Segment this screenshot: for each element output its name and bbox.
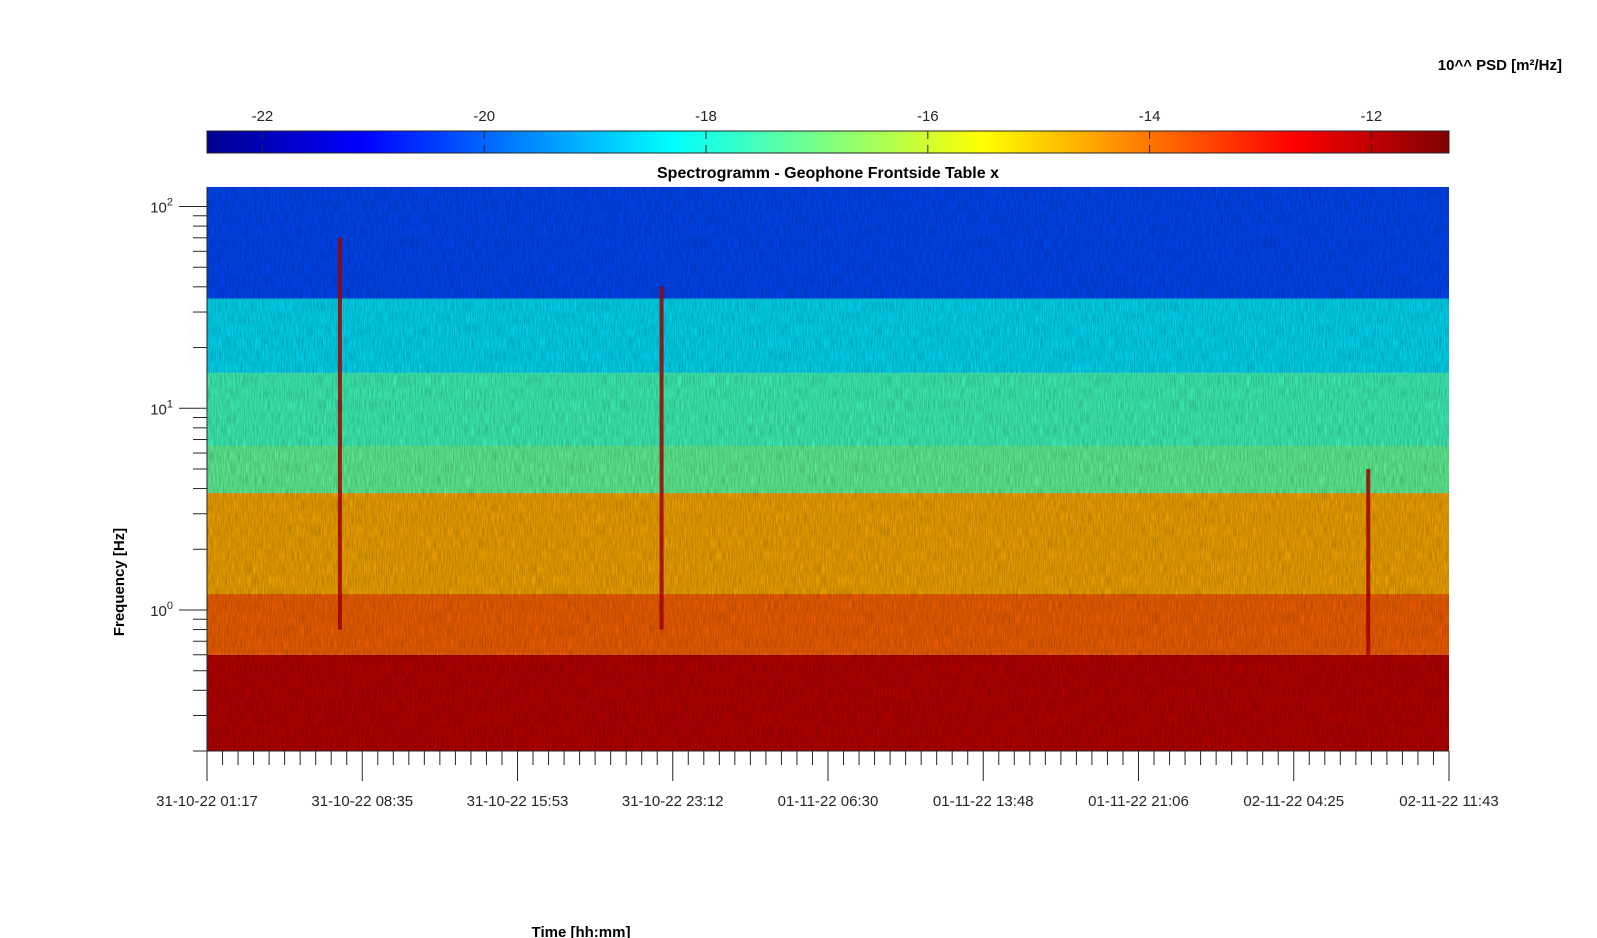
plot-area <box>207 187 1449 751</box>
colorbar-tick-label-5: -12 <box>1361 108 1383 125</box>
noise-texture <box>207 187 1449 751</box>
colorbar-tick-label-0: -22 <box>252 108 274 125</box>
colorbar-tick-label-2: -18 <box>695 108 717 125</box>
colorbar-label: 10^^ PSD [m²/Hz] <box>1438 57 1562 74</box>
x-tick-label-1: 31-10-22 08:35 <box>311 793 413 810</box>
x-tick-label-0: 31-10-22 01:17 <box>156 793 258 810</box>
colorbar-tick-label-3: -16 <box>917 108 939 125</box>
colorbar-tick-label-1: -20 <box>473 108 495 125</box>
y-axis: 100 101 102 <box>150 187 208 752</box>
x-tick-label-5: 01-11-22 13:48 <box>933 793 1034 810</box>
colorbar-gradient <box>206 130 1450 154</box>
x-tick-label-7: 02-11-22 04:25 <box>1243 793 1344 810</box>
x-tick-label-2: 31-10-22 15:53 <box>467 793 569 810</box>
y-tick-label-0: 100 <box>150 600 173 620</box>
colorbar-tick-label-4: -14 <box>1139 108 1161 125</box>
x-tick-label-4: 01-11-22 06:30 <box>778 793 879 810</box>
x-tick-label-3: 31-10-22 23:12 <box>622 793 724 810</box>
chart-title: Spectrogramm - Geophone Frontside Table … <box>657 165 999 182</box>
x-tick-label-6: 01-11-22 21:06 <box>1088 793 1189 810</box>
colorbar-ticks: -22 -20 -18 -16 -14 -12 <box>252 108 1383 153</box>
y-tick-label-2: 102 <box>150 197 173 217</box>
x-tick-label-8: 02-11-22 11:43 <box>1399 793 1499 810</box>
colorbar: -22 -20 -18 -16 -14 -12 10^^ PSD [m²/Hz] <box>206 57 1562 154</box>
x-axis: 31-10-22 01:17 31-10-22 08:35 31-10-22 15:… <box>156 750 1499 810</box>
y-tick-label-1: 101 <box>150 398 173 418</box>
y-axis-label: Frequency [Hz] <box>111 528 128 636</box>
x-axis-label: Time [hh:mm] <box>532 924 631 938</box>
